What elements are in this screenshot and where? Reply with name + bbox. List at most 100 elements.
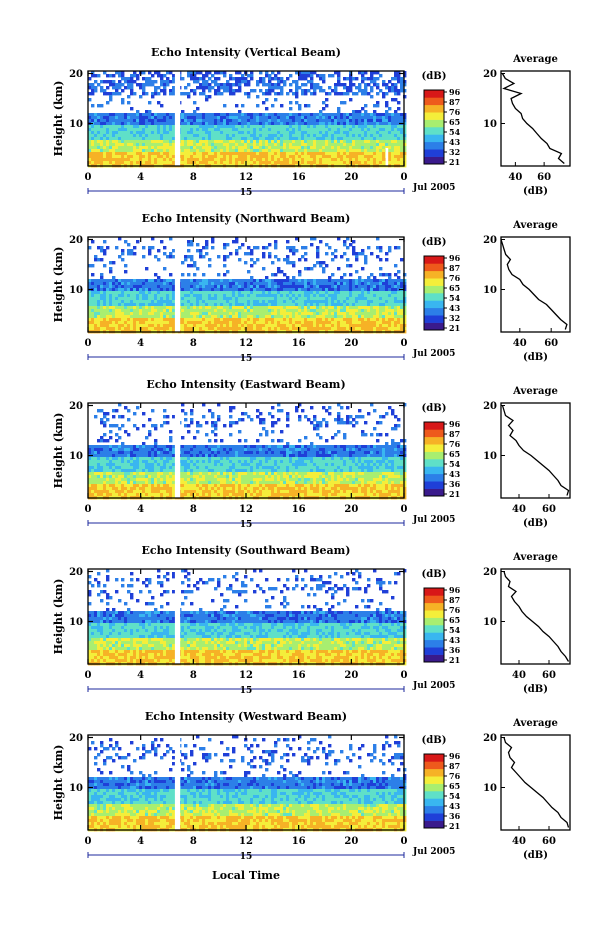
panel-title: Echo Intensity (Southward Beam)	[142, 544, 351, 557]
x-axis-label: Local Time	[212, 869, 280, 882]
colorbar-tick-label: 87	[449, 595, 460, 605]
profile-title: Average	[512, 718, 558, 729]
x-tick-label: 20	[344, 670, 358, 681]
colorbar-unit: (dB)	[422, 735, 447, 746]
x-tick-label: 4	[137, 504, 144, 515]
colorbar-tick-label: 36	[449, 811, 461, 821]
profile-y-tick-label: 10	[483, 783, 497, 794]
x-tick-label: 0	[401, 670, 408, 681]
colorbar-tick-label: 21	[449, 821, 460, 831]
colorbar-segment	[424, 278, 444, 286]
data-gap	[175, 71, 180, 166]
heatmap-cells	[88, 71, 406, 167]
colorbar-tick-label: 43	[449, 137, 461, 147]
colorbar-tick-label: 54	[449, 625, 461, 635]
colorbar-unit: (dB)	[422, 403, 447, 414]
colorbar-tick-label: 76	[449, 273, 461, 283]
x-tick-label: 8	[190, 504, 197, 515]
colorbar-tick-label: 96	[449, 419, 461, 429]
colorbar-tick-label: 76	[449, 439, 461, 449]
colorbar-segment	[424, 806, 444, 814]
colorbar-tick-label: 65	[449, 449, 460, 459]
colorbar-segment	[424, 481, 444, 489]
profile-y-tick-label: 20	[483, 733, 497, 744]
profile-x-label: (dB)	[523, 186, 548, 197]
colorbar-segment	[424, 798, 444, 806]
colorbar-tick-label: 43	[449, 469, 461, 479]
panel-4: Echo Intensity (Westward Beam)2010Height…	[52, 710, 570, 862]
heatmap-cells	[88, 569, 406, 665]
y-tick-label: 20	[69, 69, 83, 80]
colorbar-segment	[424, 632, 444, 640]
colorbar-tick-label: 54	[449, 293, 461, 303]
data-gap	[175, 403, 180, 498]
x-tick-label: 20	[344, 338, 358, 349]
colorbar-segment	[424, 813, 444, 821]
colorbar-segment	[424, 821, 444, 829]
profile-x-tick-label: 40	[513, 338, 527, 349]
colorbar-segment	[424, 603, 444, 611]
x-tick-label: 16	[292, 504, 306, 515]
y-axis-label: Height (km)	[52, 81, 65, 157]
profile-x-tick-label: 40	[512, 504, 526, 515]
colorbar-tick-label: 96	[449, 751, 461, 761]
profile-y-tick-label: 10	[483, 451, 497, 462]
colorbar-tick-label: 96	[449, 253, 461, 263]
y-tick-label: 10	[69, 783, 83, 794]
colorbar-tick-label: 87	[449, 761, 460, 771]
x-tick-label: 12	[239, 670, 253, 681]
x-tick-label: 8	[190, 172, 197, 183]
day-label: 15	[240, 188, 253, 198]
profile-x-tick-label: 40	[512, 836, 526, 847]
colorbar-tick-label: 32	[449, 313, 460, 323]
heatmap-cells	[88, 237, 406, 333]
colorbar-segment	[424, 271, 444, 279]
colorbar-segment	[424, 422, 444, 430]
colorbar-segment	[424, 105, 444, 113]
x-tick-label: 0	[85, 670, 92, 681]
colorbar-segment	[424, 489, 444, 497]
profile-line	[504, 738, 569, 828]
colorbar-segment	[424, 263, 444, 271]
colorbar	[424, 90, 444, 164]
data-gap	[175, 237, 180, 332]
profile-line	[501, 240, 567, 330]
x-tick-label: 8	[190, 836, 197, 847]
colorbar-tick-label: 65	[449, 283, 460, 293]
colorbar-tick-label: 43	[449, 635, 461, 645]
profile-y-tick-label: 10	[483, 617, 497, 628]
colorbar-unit: (dB)	[422, 569, 447, 580]
colorbar-segment	[424, 134, 444, 142]
day-label: 15	[240, 686, 253, 696]
panel-0: Echo Intensity (Vertical Beam)2010Height…	[52, 46, 570, 198]
day-label: 15	[240, 354, 253, 364]
profile-y-tick-label: 20	[483, 235, 497, 246]
colorbar-tick-label: 87	[449, 429, 460, 439]
profile-x-tick-label: 60	[537, 172, 551, 183]
x-tick-label: 4	[137, 172, 144, 183]
day-label: 15	[240, 520, 253, 530]
x-tick-label: 16	[292, 338, 306, 349]
x-tick-label: 0	[401, 836, 408, 847]
profile-x-label: (dB)	[523, 518, 548, 529]
profile-x-label: (dB)	[523, 850, 548, 861]
x-tick-label: 4	[137, 836, 144, 847]
x-tick-label: 8	[190, 670, 197, 681]
profile-x-label: (dB)	[523, 352, 548, 363]
colorbar-segment	[424, 437, 444, 445]
profile-line	[503, 406, 569, 496]
panel-title: Echo Intensity (Eastward Beam)	[146, 378, 345, 391]
colorbar-segment	[424, 595, 444, 603]
profile-x-tick-label: 60	[542, 670, 556, 681]
profile-y-tick-label: 20	[483, 567, 497, 578]
x-tick-label: 16	[292, 172, 306, 183]
y-axis-label: Height (km)	[52, 247, 65, 323]
profile-title: Average	[512, 54, 558, 65]
colorbar-tick-label: 21	[449, 157, 460, 167]
colorbar-segment	[424, 127, 444, 135]
y-tick-label: 10	[69, 451, 83, 462]
x-tick-label: 4	[137, 670, 144, 681]
colorbar-tick-label: 54	[449, 791, 461, 801]
